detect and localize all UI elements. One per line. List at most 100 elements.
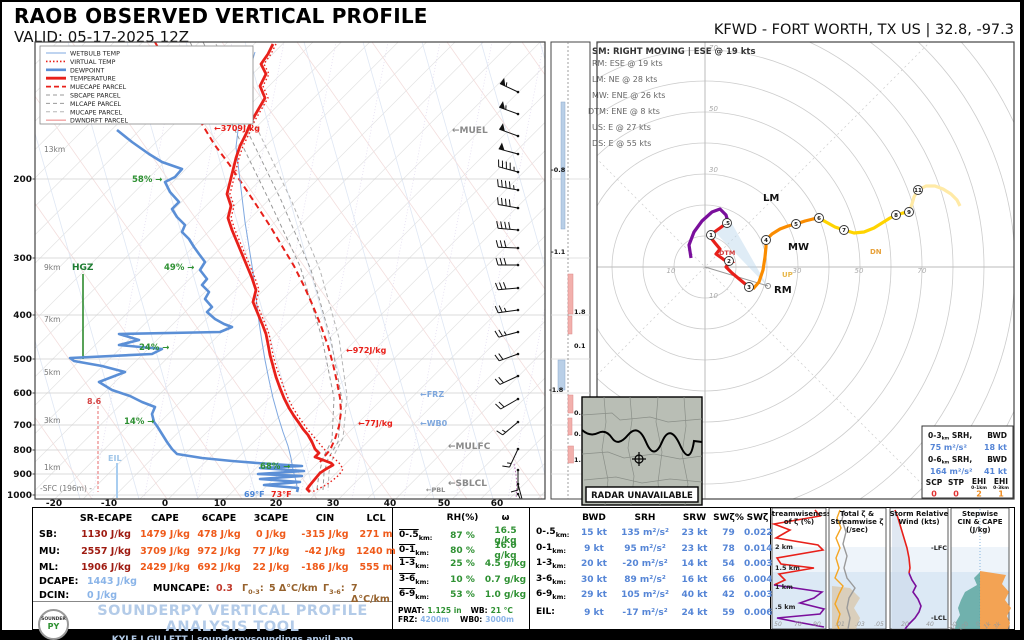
brand-credit: KYLE J GILLETT | sounderpysoundings.anvi… <box>111 635 354 640</box>
svg-text:-LFC: -LFC <box>931 544 947 552</box>
svg-text:13km: 13km <box>44 145 65 154</box>
svg-text:70: 70 <box>709 44 718 52</box>
svg-text:←972J/kg: ←972J/kg <box>346 346 387 355</box>
rm-marker <box>765 283 771 289</box>
pbl-curve <box>513 463 518 499</box>
svg-text:0: 0 <box>953 490 959 499</box>
svg-text:40: 40 <box>384 499 397 507</box>
brand-title: SOUNDERPY VERTICAL PROFILE ANALYSIS TOOL <box>97 603 368 635</box>
svg-text:50: 50 <box>774 621 782 628</box>
svg-text:1 km: 1 km <box>775 583 793 591</box>
legend-item: MUCAPE PARCEL <box>70 109 123 116</box>
hodo-ring-labels: 10 30 50 70 70 50 30 10 <box>667 44 927 300</box>
sfc-dewpoint-f: 69°F <box>244 490 265 499</box>
col-header: LCL <box>366 512 386 524</box>
svg-text:-10: -10 <box>101 499 117 507</box>
tables-divider-3 <box>770 507 771 630</box>
skewt-panel: WETBULB TEMP VIRTUAL TEMP DEWPOINT TEMPE… <box>7 41 546 507</box>
table-row-mu: MU: 2557 J/kg 3709 J/kg 972 J/kg 77 J/kg… <box>39 545 396 557</box>
virtual-temp-curve <box>229 43 344 493</box>
svg-text:LM: NE @ 28 kts: LM: NE @ 28 kts <box>592 75 657 84</box>
sounderpy-logo-icon: SOUNDER PY <box>38 608 69 640</box>
svg-text:164 m²/s²: 164 m²/s² <box>930 467 973 476</box>
svg-text:.5 km: .5 km <box>775 603 796 611</box>
svg-text:-1.8: -1.8 <box>549 386 564 394</box>
svg-text:68% →: 68% → <box>260 462 290 472</box>
svg-text:200: 200 <box>13 175 32 185</box>
panel-storm-relative-wind: Storm Relative Wind (kts) -LFC -LCL 20 4… <box>889 507 949 630</box>
svg-text:60: 60 <box>491 499 504 507</box>
svg-text:EHI: EHI <box>994 477 1008 486</box>
rh-annotations: 58% → 49% → 24% → 14% → 68% → <box>124 175 290 472</box>
legend-item: TEMPERATURE <box>69 76 116 83</box>
cape-annotations: ←3709J/kg ←972J/kg ←77J/kg <box>214 124 393 428</box>
svg-text:(J/kg): (J/kg) <box>969 526 990 534</box>
tables-frame-left <box>32 507 33 630</box>
svg-text:-1.1: -1.1 <box>551 248 566 256</box>
svg-text:0.1: 0.1 <box>574 342 586 350</box>
table-row: 1-3km: 25 % 4.5 g/kg <box>399 558 527 571</box>
wind-barbs <box>494 77 523 499</box>
svg-text:4: 4 <box>764 238 768 244</box>
svg-text:8: 8 <box>894 213 898 219</box>
svg-text:0: 0 <box>162 499 168 507</box>
hodo-height-markers: .5 1 2 3 4 5 6 7 8 9 11 <box>706 185 923 292</box>
legend-item: MLCAPE PARCEL <box>70 101 122 108</box>
svg-text:-0.8: -0.8 <box>551 166 566 174</box>
svg-text:18 kt: 18 kt <box>984 443 1007 452</box>
svg-text:30: 30 <box>793 267 802 275</box>
svg-text:90: 90 <box>813 621 821 628</box>
hodo-motion-labels: LM MW RM DTM UP DN <box>719 193 882 296</box>
svg-text:1km: 1km <box>44 463 60 472</box>
table-row: 0-.5km: 87 % 16.5 g/kg <box>399 525 517 546</box>
svg-text:9km: 9km <box>44 263 60 272</box>
sfc-label: -SFC (196m) - <box>40 484 92 493</box>
legend-item: SBCAPE PARCEL <box>70 93 121 100</box>
svg-text:300: 300 <box>13 254 32 264</box>
svg-text:50: 50 <box>438 499 451 507</box>
svg-text:800: 800 <box>13 446 32 456</box>
thermo-table: SR-ECAPE CAPE 6CAPE 3CAPE CIN LCL SB: 11… <box>35 510 396 606</box>
svg-text:1k: 1k <box>982 620 992 630</box>
col-header: CIN <box>315 512 335 524</box>
svg-text:RM: RM <box>774 285 792 296</box>
svg-text:400: 400 <box>13 311 32 321</box>
table-row: 3-6km: 30 kt 89 m²/s² 16 kt 66 0.004 <box>536 573 773 586</box>
tables-frame-bottom <box>32 629 1015 630</box>
sbcape-parcel-curve <box>189 42 335 490</box>
svg-text:20: 20 <box>270 499 283 507</box>
table-row: 0-1km: 9 kt 95 m²/s² 23 kt 78 0.014 <box>536 542 773 555</box>
svg-text:MW: ENE @ 26 kts: MW: ENE @ 26 kts <box>592 91 665 100</box>
svg-text:UP: UP <box>782 271 793 279</box>
svg-text:3k: 3k <box>992 620 1002 630</box>
frz-row: FRZ: 4200m WB0: 3000m <box>398 615 514 624</box>
page-title: RAOB OBSERVED VERTICAL PROFILE <box>14 4 428 28</box>
panel-total-zeta: Total ζ & Streamwise ζ (/sec) .01 .03 .0… <box>828 507 887 630</box>
hodograph-frame <box>596 41 1015 500</box>
svg-text:1: 1 <box>709 233 713 239</box>
table-row: 6-9km: 53 % 1.0 g/kg <box>399 589 527 602</box>
svg-text:7km: 7km <box>44 315 60 324</box>
svg-text:8.6: 8.6 <box>87 397 102 406</box>
svg-text:70: 70 <box>918 267 927 275</box>
svg-text:Total ζ &: Total ζ & <box>840 510 874 518</box>
svg-text:3km: 3km <box>44 416 60 425</box>
legend-item: DWNDRFT PARCEL <box>70 118 129 125</box>
svg-text:50: 50 <box>709 105 718 113</box>
col-header: 6CAPE <box>201 512 237 524</box>
stepwise-cape-fill <box>980 571 1011 629</box>
svg-text:30: 30 <box>709 166 718 174</box>
legend-item: VIRTUAL TEMP <box>70 59 116 66</box>
kinematics-header-row: BWD SRH SRW SWζ% SWζ <box>582 512 769 523</box>
svg-text:0-1km: 0-1km <box>971 485 987 491</box>
svg-text:2: 2 <box>727 259 731 265</box>
svg-text:0: 0 <box>975 620 983 628</box>
svg-text:.03: .03 <box>855 621 865 628</box>
svg-text:0-6km SRH,: 0-6km SRH, <box>928 455 972 466</box>
table-row: 6-9km: 29 kt 105 m²/s² 40 kt 42 0.003 <box>536 589 773 602</box>
svg-text:RM: ESE @ 19 kts: RM: ESE @ 19 kts <box>592 59 663 68</box>
svg-text:Streamwiseness: Streamwiseness <box>770 510 831 518</box>
svg-text:US: E @ 27 kts: US: E @ 27 kts <box>592 123 651 132</box>
svg-text:1: 1 <box>998 490 1004 499</box>
